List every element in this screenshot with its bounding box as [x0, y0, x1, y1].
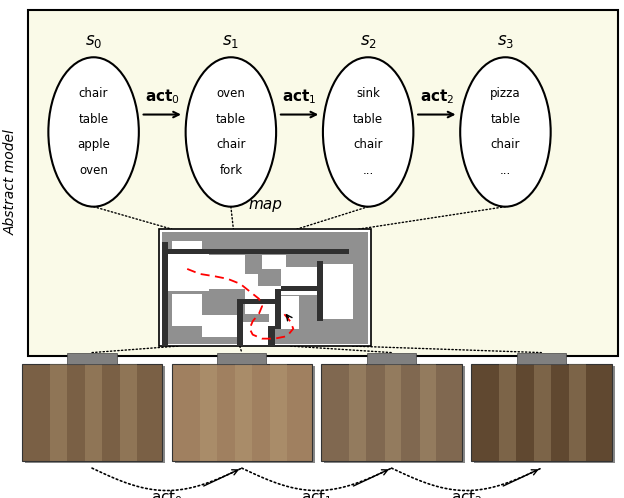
Bar: [262, 255, 286, 269]
Bar: [317, 261, 323, 321]
Bar: [239, 322, 269, 345]
Bar: [471, 364, 612, 461]
Bar: [235, 364, 251, 461]
Bar: [200, 364, 217, 461]
Ellipse shape: [49, 57, 139, 207]
Text: $s_1$: $s_1$: [222, 32, 240, 50]
Bar: [245, 286, 281, 314]
Bar: [318, 291, 353, 319]
Ellipse shape: [323, 57, 413, 207]
Text: $\mathrm{act}_{0}$: $\mathrm{act}_{0}$: [151, 489, 183, 498]
Text: chair: chair: [353, 138, 383, 151]
Text: oven: oven: [217, 87, 245, 100]
Bar: [318, 264, 353, 291]
Text: table: table: [216, 113, 246, 125]
Text: $s_3$: $s_3$: [497, 32, 514, 50]
Bar: [275, 289, 281, 329]
Text: ...: ...: [363, 164, 374, 177]
Bar: [162, 242, 168, 346]
Bar: [159, 229, 371, 346]
Bar: [569, 364, 587, 461]
Text: sink: sink: [356, 87, 380, 100]
Text: $\mathrm{act}_{1}$: $\mathrm{act}_{1}$: [301, 489, 333, 498]
Bar: [168, 254, 209, 291]
Bar: [321, 364, 462, 461]
Text: apple: apple: [77, 138, 110, 151]
Bar: [85, 364, 102, 461]
Bar: [25, 366, 165, 463]
Bar: [281, 267, 318, 295]
Text: chair: chair: [79, 87, 109, 100]
Bar: [202, 255, 225, 269]
Bar: [162, 232, 368, 344]
Bar: [534, 364, 551, 461]
Bar: [324, 366, 465, 463]
Text: oven: oven: [79, 164, 108, 177]
Bar: [237, 326, 243, 346]
Bar: [268, 326, 275, 346]
Bar: [281, 286, 318, 291]
Ellipse shape: [186, 57, 276, 207]
Bar: [202, 315, 239, 337]
Text: $\mathbf{act}_{1}$: $\mathbf{act}_{1}$: [282, 87, 317, 106]
Text: chair: chair: [490, 138, 520, 151]
Bar: [367, 353, 416, 364]
Bar: [517, 353, 566, 364]
Bar: [237, 299, 243, 329]
Text: Abstract model: Abstract model: [4, 129, 18, 235]
Bar: [270, 364, 287, 461]
Bar: [28, 10, 618, 356]
Text: $s_0$: $s_0$: [85, 32, 102, 50]
Text: $\mathbf{act}_{2}$: $\mathbf{act}_{2}$: [419, 87, 454, 106]
Bar: [67, 353, 117, 364]
Bar: [50, 364, 67, 461]
Bar: [499, 364, 516, 461]
Bar: [245, 274, 258, 286]
Bar: [349, 364, 366, 461]
Text: $s_2$: $s_2$: [359, 32, 377, 50]
Bar: [172, 364, 312, 461]
Bar: [419, 364, 437, 461]
Bar: [172, 241, 202, 263]
Text: $\mathbf{act}_{0}$: $\mathbf{act}_{0}$: [145, 87, 180, 106]
Text: chair: chair: [216, 138, 246, 151]
Bar: [120, 364, 137, 461]
Text: pizza: pizza: [490, 87, 521, 100]
Text: table: table: [490, 113, 520, 125]
Bar: [237, 299, 275, 304]
Bar: [269, 296, 299, 329]
Text: ...: ...: [500, 164, 511, 177]
Text: table: table: [353, 113, 383, 125]
Bar: [22, 364, 162, 461]
Text: table: table: [79, 113, 109, 125]
Text: $\mathrm{act}_{2}$: $\mathrm{act}_{2}$: [451, 489, 482, 498]
Ellipse shape: [461, 57, 551, 207]
Bar: [172, 294, 202, 326]
Bar: [474, 366, 615, 463]
Bar: [175, 366, 315, 463]
Text: fork: fork: [219, 164, 243, 177]
Text: map: map: [248, 197, 282, 212]
Bar: [217, 353, 266, 364]
Bar: [209, 255, 245, 289]
Bar: [384, 364, 401, 461]
Bar: [162, 249, 349, 254]
